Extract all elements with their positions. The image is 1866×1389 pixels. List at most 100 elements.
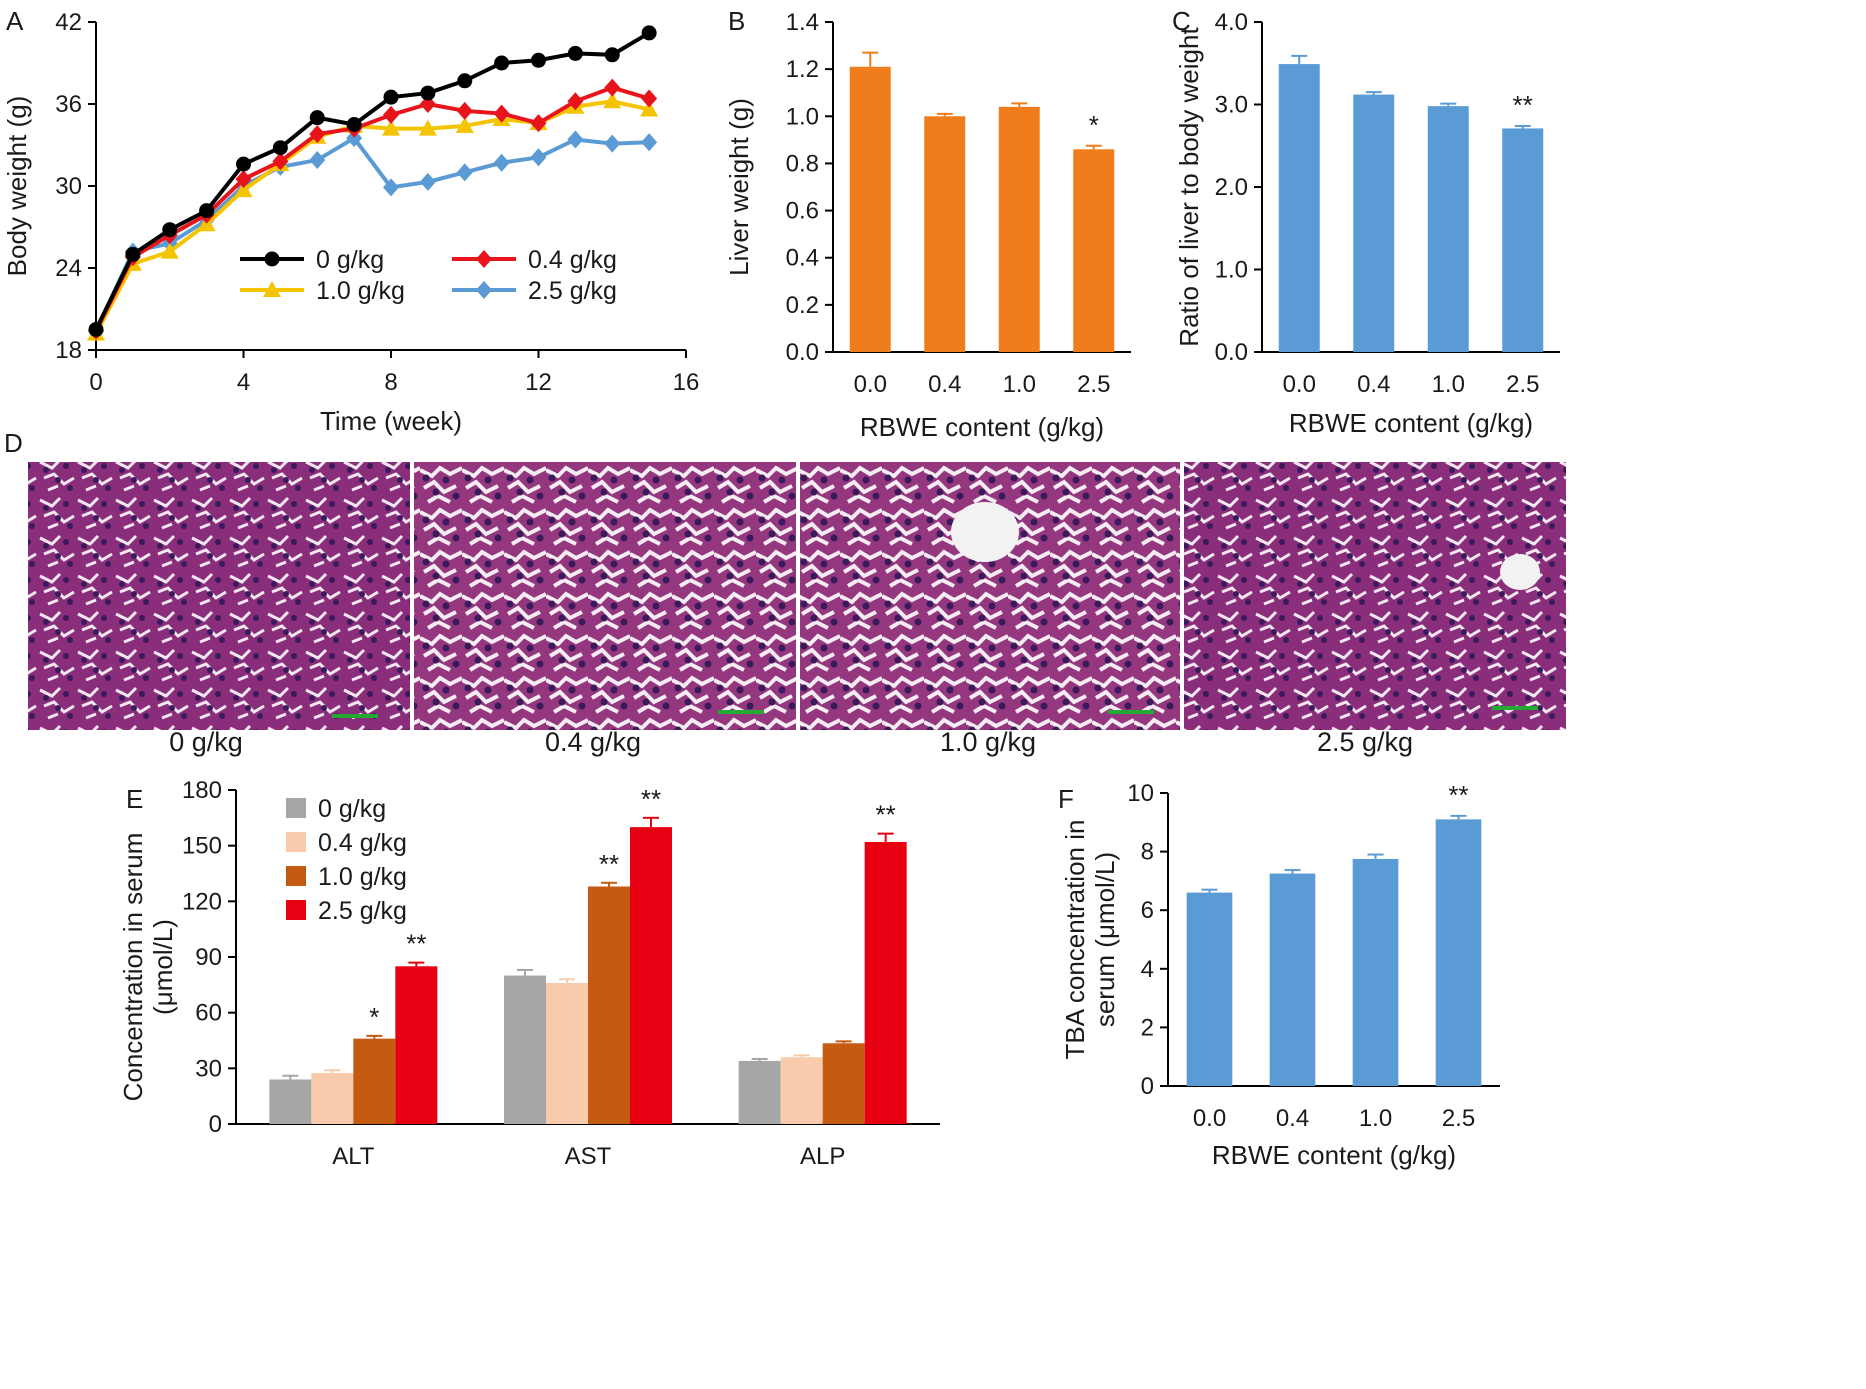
panel-label-b: B <box>728 6 745 36</box>
significance-mark: ** <box>1513 90 1533 120</box>
data-point <box>383 105 399 124</box>
legend-marker <box>476 250 492 268</box>
legend-swatch <box>286 832 306 852</box>
bar <box>864 841 907 1124</box>
bar <box>1186 892 1233 1086</box>
y-axis-title: Concentration in serum <box>118 833 148 1102</box>
legend-label: 1.0 g/kg <box>316 277 405 305</box>
data-point <box>604 47 620 63</box>
x-tick-label: ALP <box>800 1143 845 1170</box>
legend-label: 1.0 g/kg <box>318 863 407 891</box>
y-tick-label: 8 <box>1141 839 1154 866</box>
legend-label: 0 g/kg <box>316 246 384 274</box>
y-tick-label: 60 <box>195 1000 222 1027</box>
y-tick-label: 2.0 <box>1215 174 1248 201</box>
data-point <box>456 163 473 182</box>
data-point <box>420 85 436 101</box>
bar <box>588 886 630 1124</box>
data-point <box>418 119 437 136</box>
chart-serum-enzymes: 0306090120150180***ALT****AST**ALPConcen… <box>118 777 940 1170</box>
bar <box>780 1057 823 1124</box>
data-point <box>604 78 621 97</box>
legend-swatch <box>286 798 306 818</box>
micrograph-2-5 <box>1184 462 1566 730</box>
legend-label: 2.5 g/kg <box>318 897 407 925</box>
data-point <box>531 52 546 68</box>
bar <box>1352 858 1399 1086</box>
y-axis-title: serum (μmol/L) <box>1090 852 1120 1027</box>
bar <box>822 1043 865 1124</box>
bar <box>738 1060 781 1124</box>
significance-mark: ** <box>1448 780 1468 810</box>
legend-item: 2.5 g/kg <box>452 277 617 305</box>
histology-panel: 0 g/kg 0.4 g/kg 1.0 g/kg 2.5 g/kg <box>28 462 1566 757</box>
data-point <box>456 101 473 120</box>
y-tick-label: 1.0 <box>786 103 819 130</box>
data-point <box>160 242 179 259</box>
series-line <box>94 135 650 332</box>
data-point <box>603 92 622 109</box>
bar <box>1269 873 1316 1086</box>
series-line <box>94 85 650 332</box>
bar <box>924 116 966 353</box>
y-axis-title: Liver weight (g) <box>724 98 754 276</box>
data-point <box>457 73 473 89</box>
x-tick-label: 0.4 <box>1357 371 1390 398</box>
data-point <box>530 148 547 167</box>
legend-label: 0.4 g/kg <box>318 829 407 857</box>
y-tick-label: 0.2 <box>786 292 819 319</box>
data-point <box>641 89 658 108</box>
bar <box>849 66 891 353</box>
bar <box>1502 128 1544 352</box>
micrograph-caption: 2.5 g/kg <box>1317 727 1413 757</box>
x-axis-title: RBWE content (g/kg) <box>860 412 1104 442</box>
y-tick-label: 1.4 <box>786 9 819 36</box>
y-tick-label: 6 <box>1141 897 1154 924</box>
y-tick-label: 150 <box>182 833 222 860</box>
x-tick-label: 1.0 <box>1359 1105 1392 1132</box>
y-tick-label: 30 <box>195 1055 222 1082</box>
y-tick-label: 36 <box>55 91 82 118</box>
bar <box>395 966 438 1124</box>
panel-label-a: A <box>6 6 24 36</box>
data-point <box>641 133 658 152</box>
y-tick-label: 1.2 <box>786 56 819 83</box>
data-point <box>235 170 252 189</box>
bar <box>1073 149 1115 352</box>
micrograph-vessel <box>1500 554 1540 590</box>
legend-marker <box>263 281 281 297</box>
x-tick-label: 12 <box>525 369 552 396</box>
x-axis-title: RBWE content (g/kg) <box>1212 1140 1456 1170</box>
legend-label: 2.5 g/kg <box>528 277 617 305</box>
series-line <box>94 99 650 335</box>
bar <box>630 827 672 1124</box>
x-tick-label: 2.5 <box>1506 371 1539 398</box>
y-tick-label: 0 <box>1141 1073 1154 1100</box>
data-point <box>346 129 363 148</box>
bar <box>998 106 1040 352</box>
data-point <box>493 104 510 123</box>
x-tick-label: 0 <box>89 369 102 396</box>
data-point <box>162 222 178 238</box>
panel-label-e: E <box>126 784 143 814</box>
x-axis-title: RBWE content (g/kg) <box>1289 408 1533 438</box>
y-tick-label: 10 <box>1127 780 1154 807</box>
panel-label-d: D <box>4 428 23 458</box>
micrograph-caption: 0 g/kg <box>169 727 243 757</box>
legend-label: 0 g/kg <box>318 795 386 823</box>
y-tick-label: 0.4 <box>786 245 819 272</box>
y-tick-label: 24 <box>55 255 82 282</box>
bar <box>546 982 588 1124</box>
panel-label-c: C <box>1172 6 1191 36</box>
x-tick-label: 8 <box>384 369 397 396</box>
data-point <box>309 125 326 144</box>
bar <box>311 1072 354 1124</box>
data-point <box>604 134 621 153</box>
y-tick-label: 30 <box>55 173 82 200</box>
bar <box>1353 94 1395 352</box>
legend-item: 0.4 g/kg <box>286 829 407 857</box>
data-point <box>419 95 436 113</box>
y-axis-title: Ratio of liver to body weight <box>1174 27 1204 347</box>
x-tick-label: 0.0 <box>1283 371 1316 398</box>
x-tick-label: 2.5 <box>1442 1105 1475 1132</box>
